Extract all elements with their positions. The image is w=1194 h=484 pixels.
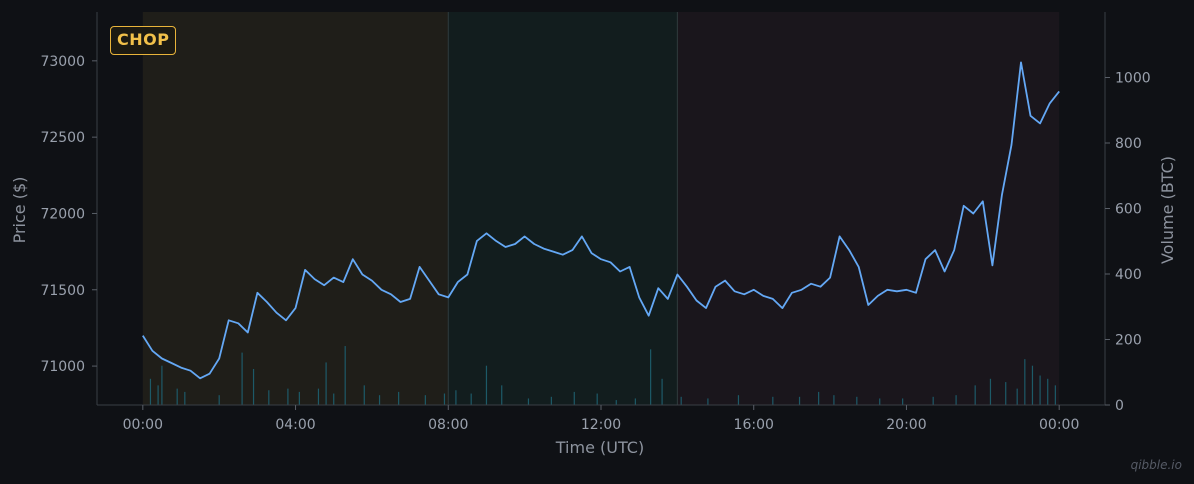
volume-bar [833, 395, 835, 405]
volume-bar [550, 396, 552, 405]
volume-bar [241, 352, 243, 405]
y-left-tick-label: 73000 [40, 54, 85, 70]
volume-bar [161, 365, 163, 405]
x-tick-label: 16:00 [734, 417, 774, 433]
y-axis-left-label: Price ($) [10, 177, 29, 244]
volume-bar [902, 398, 904, 405]
tick-labels: 00:00 04:00 08:00 12:00 16:00 20:00 00:00 71000… [40, 54, 1150, 433]
volume-bar [527, 398, 530, 405]
volume-bar [798, 396, 801, 405]
volume-bar [378, 395, 381, 405]
volume-bar [974, 385, 976, 405]
volume-bar [344, 346, 346, 405]
y-left-tick-label: 72000 [40, 206, 85, 222]
y-left-tick-label: 71000 [40, 359, 85, 375]
session-region-3 [677, 12, 1060, 405]
volume-bar [1047, 378, 1049, 405]
volume-bar [501, 385, 503, 405]
volume-bar [596, 393, 598, 405]
volume-bar [1039, 375, 1041, 405]
volume-bar [455, 390, 457, 405]
volume-bar [298, 391, 300, 405]
y-left-tick-label: 72500 [40, 130, 85, 146]
volume-bar [149, 378, 152, 405]
volume-bar [772, 396, 774, 405]
volume-bar [485, 365, 488, 405]
volume-bar [287, 388, 289, 405]
volume-bar [184, 391, 186, 405]
x-tick-label: 12:00 [581, 417, 621, 433]
volume-bar [989, 378, 992, 405]
session-regions [142, 12, 1060, 405]
volume-bar [1016, 388, 1018, 405]
volume-bar [1054, 385, 1056, 405]
volume-bar [218, 395, 220, 405]
regime-badge: CHOP [110, 26, 177, 55]
session-region-2 [448, 12, 678, 405]
volume-bar [333, 393, 335, 405]
volume-bar [932, 396, 934, 405]
y-left-tick-label: 71500 [40, 283, 85, 299]
volume-bar [1005, 382, 1007, 405]
x-tick-label: 00:00 [1039, 417, 1079, 433]
volume-bar [1031, 365, 1034, 405]
price-series [142, 61, 1060, 380]
volume-bar [680, 396, 682, 405]
y-right-tick-label: 400 [1115, 267, 1142, 283]
volume-bar [398, 391, 400, 405]
y-right-tick-label: 0 [1115, 398, 1124, 414]
volume-bar [615, 400, 617, 405]
volume-bar [573, 391, 575, 405]
volume-bar [252, 368, 255, 405]
x-tick-label: 04:00 [275, 417, 315, 433]
price-line [142, 61, 1060, 380]
volume-bar [650, 349, 652, 405]
volume-bar [470, 393, 472, 405]
volume-bar [955, 395, 957, 405]
x-tick-label: 00:00 [123, 417, 163, 433]
y-right-tick-label: 800 [1115, 136, 1142, 152]
volume-bar [856, 396, 858, 405]
volume-bar [707, 398, 709, 405]
volume-bar [268, 390, 270, 405]
volume-bar [818, 391, 820, 405]
x-tick-label: 20:00 [886, 417, 926, 433]
y-right-tick-label: 600 [1115, 202, 1142, 218]
volume-bar [737, 395, 740, 405]
volume-bar [879, 398, 881, 405]
volume-bar [325, 362, 327, 405]
volume-bar [443, 393, 446, 405]
volume-bar [634, 398, 636, 405]
y-right-tick-label: 1000 [1115, 71, 1151, 87]
volume-bar [176, 388, 178, 405]
watermark: qibble.io [1130, 458, 1182, 472]
volume-bar [661, 378, 663, 405]
session-region-1 [142, 12, 449, 405]
y-right-tick-label: 200 [1115, 333, 1142, 349]
volume-bar [1024, 359, 1026, 405]
volume-bar [424, 395, 426, 405]
y-axis-right-label: Volume (BTC) [1158, 156, 1177, 264]
x-tick-label: 08:00 [428, 417, 468, 433]
volume-bars [149, 346, 1056, 405]
volume-bar [363, 385, 365, 405]
volume-bar [157, 385, 159, 405]
volume-bar [317, 388, 320, 405]
x-axis-label: Time (UTC) [555, 438, 644, 457]
